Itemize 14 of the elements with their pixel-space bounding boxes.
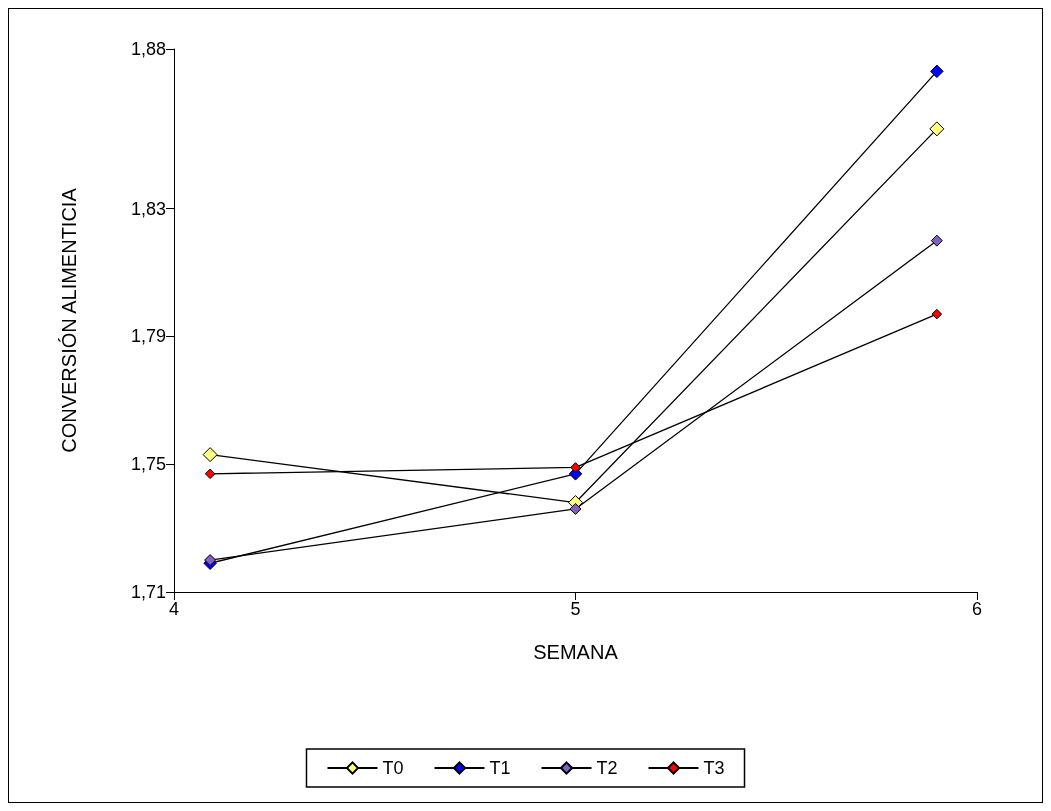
legend-label: T1	[489, 758, 511, 778]
legend-label: T3	[703, 758, 725, 778]
x-tick-label: 5	[570, 599, 581, 619]
y-tick-label: 1,79	[130, 326, 166, 347]
y-tick-label: 1,75	[130, 454, 166, 475]
legend-label: T0	[382, 758, 404, 778]
x-tick-label: 4	[168, 599, 180, 619]
y-tick-label: 1,71	[130, 582, 166, 602]
y-axis-title: CONVERSIÓN ALIMENTICIA	[58, 187, 80, 453]
x-axis-title: SEMANA	[533, 641, 619, 663]
legend-label: T2	[596, 758, 618, 778]
y-tick-label: 1,88	[130, 39, 166, 59]
x-tick-label: 6	[971, 599, 983, 619]
y-tick-label: 1,83	[130, 198, 166, 219]
